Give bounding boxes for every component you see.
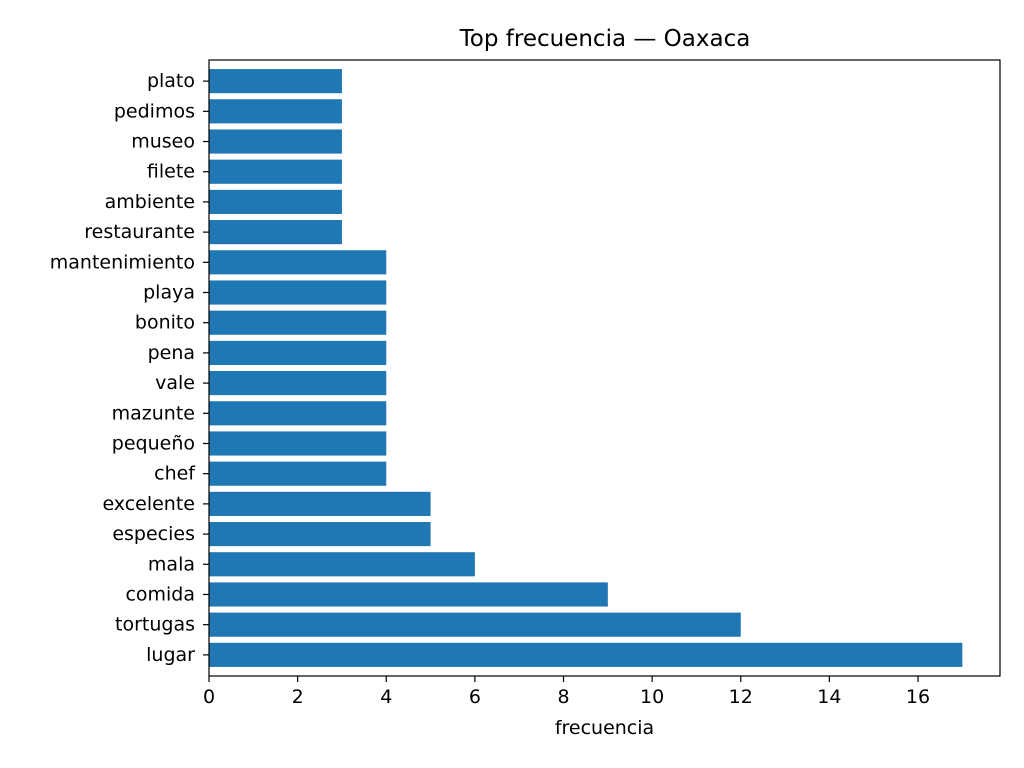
y-tick-label: especies xyxy=(112,523,195,545)
bar-19 xyxy=(209,69,342,94)
bar-9 xyxy=(209,371,387,396)
y-tick-label: lugar xyxy=(146,644,195,666)
x-axis-ticks: 0 2 4 6 8 10 12 14 16 xyxy=(203,676,930,708)
bar-15 xyxy=(209,189,342,214)
y-tick-label: comida xyxy=(125,583,195,605)
bar-8 xyxy=(209,401,387,426)
x-tick-label: 12 xyxy=(729,686,753,708)
bar-2 xyxy=(209,582,608,607)
bar-17 xyxy=(209,129,342,154)
bar-11 xyxy=(209,310,387,335)
x-tick-label: 14 xyxy=(817,686,841,708)
y-tick-label: mazunte xyxy=(112,402,195,424)
y-tick-label: vale xyxy=(155,372,195,394)
x-tick-label: 10 xyxy=(640,686,664,708)
bar-18 xyxy=(209,99,342,124)
plot-frame xyxy=(208,59,1001,677)
y-tick-label: excelente xyxy=(102,493,195,515)
y-axis-ticks: lugar tortugas comida mala especies excelente… xyxy=(50,70,209,666)
x-tick-label: 0 xyxy=(203,686,215,708)
bar-4 xyxy=(209,522,431,547)
y-tick-label: mantenimiento xyxy=(50,251,195,273)
bar-14 xyxy=(209,220,342,245)
y-tick-label: plato xyxy=(147,70,195,92)
x-tick-label: 4 xyxy=(380,686,392,708)
y-tick-label: restaurante xyxy=(84,221,195,243)
y-tick-label: tortugas xyxy=(115,614,195,636)
y-tick-label: museo xyxy=(131,131,195,153)
y-tick-label: chef xyxy=(154,463,196,485)
bars-group xyxy=(209,69,963,667)
bar-6 xyxy=(209,461,387,486)
bar-10 xyxy=(209,340,387,365)
y-tick-label: filete xyxy=(147,161,195,183)
y-tick-label: bonito xyxy=(135,312,195,334)
chart-title: Top frecuencia — Oaxaca xyxy=(459,26,751,52)
x-tick-label: 6 xyxy=(469,686,481,708)
y-tick-label: playa xyxy=(143,282,195,304)
y-tick-label: ambiente xyxy=(105,191,195,213)
x-tick-label: 2 xyxy=(292,686,304,708)
x-axis-label: frecuencia xyxy=(555,717,654,739)
bar-3 xyxy=(209,552,475,577)
y-tick-label: mala xyxy=(148,553,195,575)
bar-7 xyxy=(209,431,387,456)
y-tick-label: pedimos xyxy=(114,100,195,122)
x-tick-label: 8 xyxy=(557,686,569,708)
bar-5 xyxy=(209,491,431,516)
y-tick-label: pequeño xyxy=(112,432,195,454)
bar-16 xyxy=(209,159,342,184)
bar-1 xyxy=(209,612,741,637)
bar-12 xyxy=(209,280,387,305)
bar-0 xyxy=(209,642,963,667)
bar-13 xyxy=(209,250,387,275)
y-tick-label: pena xyxy=(148,342,195,364)
x-tick-label: 16 xyxy=(906,686,930,708)
